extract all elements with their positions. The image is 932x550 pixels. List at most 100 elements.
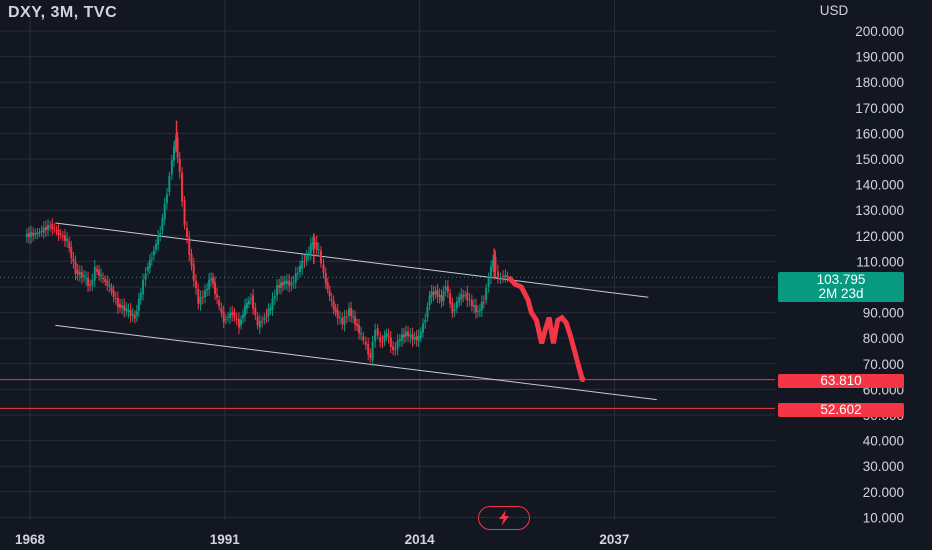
candle-body [25,233,28,238]
candle-body [102,277,105,279]
candle-body [150,258,153,260]
candle-body [470,300,473,307]
channel-line-lower [55,324,657,401]
candle-body [108,284,111,287]
candle-body [360,333,363,335]
candle-body [387,335,390,337]
candle-body [506,275,509,278]
candle-body [163,203,166,220]
candle-body [100,274,103,277]
trend-channel [55,222,657,401]
candle-body [476,311,479,313]
candle-body [385,332,388,337]
candle-body [290,282,293,286]
candle-body [146,266,149,272]
candle-body [256,316,259,326]
candle-body [367,343,370,355]
candle-body [319,250,322,264]
bolt-icon[interactable] [478,506,530,530]
candle-body [82,275,85,277]
candle-body [195,280,198,289]
candle-body [379,336,382,343]
candle-body [288,280,291,286]
candle-body [422,323,425,333]
projection-path [506,275,586,383]
candle-body [218,300,221,307]
candle-body [466,292,469,301]
y-tick-label: 30.000 [863,459,904,474]
y-tick-label: 150.000 [855,152,904,167]
candle-body [265,315,268,317]
candle-body [55,230,58,232]
candle-body [451,302,454,314]
candle-body [496,271,499,278]
candle-body [176,137,179,158]
candle-body [280,282,283,288]
currency-label: USD [820,3,849,18]
candle-body [468,299,471,301]
candle-body [428,295,431,306]
symbol-title[interactable]: DXY, 3M, TVC [8,4,118,21]
candle-body [88,284,91,286]
candle-body [78,271,81,276]
candle-body [104,279,107,282]
candle-body [311,242,314,245]
x-axis[interactable]: 1968 1991 2014 2037 [15,532,629,547]
candle-body [57,229,60,235]
y-tick-label: 180.000 [855,75,904,90]
candle-body [93,266,96,281]
candle-body [322,264,325,273]
support-price-label-2: 52.602 [778,403,904,417]
candle-body [98,270,101,276]
candle-body [226,316,229,318]
lightning-icon [499,510,509,526]
candle-body [87,278,90,286]
candle-body [271,298,274,310]
candle-body [356,323,359,327]
candle-body [478,309,481,312]
candle-body [44,227,47,231]
candle-body [415,336,418,341]
candle-body [436,290,439,297]
candle-body [485,287,488,301]
candle-body [27,233,30,238]
candle-body [216,294,219,298]
candle-body [252,295,255,309]
candle-body [30,232,33,238]
candle-body [400,334,403,341]
candle-body [278,285,281,288]
candle-body [49,225,52,227]
candle-body [334,307,337,313]
candle-body [392,345,395,351]
y-tick-label: 80.000 [863,331,904,346]
candle-body [174,139,177,148]
candle-body [464,294,467,296]
candle-body [409,334,412,337]
candle-body [426,306,429,318]
candle-body [402,334,405,337]
candle-body [343,316,346,325]
y-tick-label: 130.000 [855,203,904,218]
candle-body [63,235,66,241]
candle-body [242,314,245,319]
candle-body [131,313,134,316]
candle-body [59,233,62,235]
candle-body [118,303,121,308]
candle-body [201,296,204,298]
candle-body [142,279,145,295]
candle-body [332,300,335,309]
candle-body [301,260,304,269]
x-tick-label: 1991 [210,532,241,547]
candle-body [499,277,502,280]
candle-body [76,269,79,275]
candle-body [129,309,132,317]
candle-body [237,318,240,328]
candle-body [449,293,452,304]
candle-body [46,224,49,230]
candle-body [220,307,223,313]
candle-body [74,261,77,274]
candle-body [240,319,243,326]
candle-body [430,291,433,297]
candle-body [487,278,490,287]
